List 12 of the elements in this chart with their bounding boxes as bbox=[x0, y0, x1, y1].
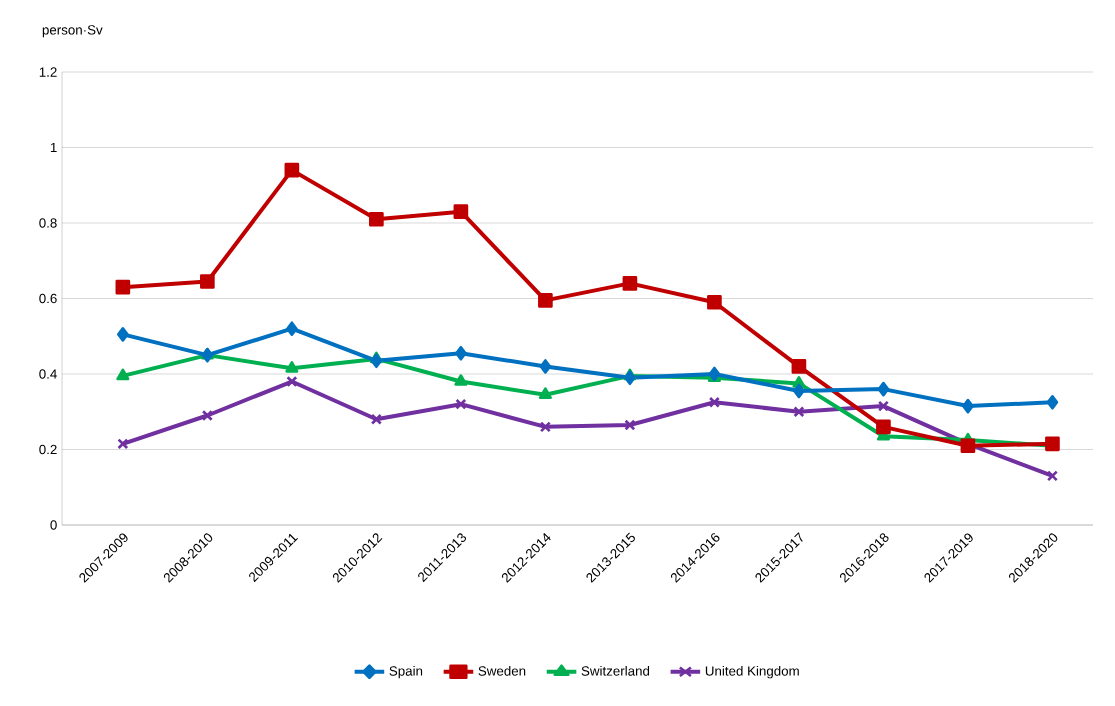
y-tick-label: 1.2 bbox=[39, 67, 57, 77]
legend-label: United Kingdom bbox=[705, 665, 799, 679]
legend-label: Switzerland bbox=[581, 665, 650, 676]
y-axis-title: person·Sv bbox=[42, 25, 103, 38]
legend-label: Spain bbox=[389, 665, 423, 679]
y-tick-label: 1 bbox=[50, 142, 57, 153]
legend-label: Sweden bbox=[478, 665, 526, 676]
y-tick-label: 0.8 bbox=[39, 218, 57, 228]
y-tick-label: 0.2 bbox=[39, 444, 57, 455]
y-tick-label: 0.6 bbox=[39, 293, 57, 304]
y-tick-label: 0.4 bbox=[39, 369, 57, 379]
y-tick-label: 0 bbox=[50, 520, 57, 530]
